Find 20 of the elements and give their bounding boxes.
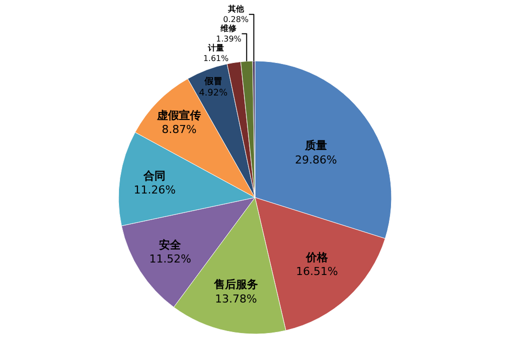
data-label: 1.61% xyxy=(203,54,230,63)
slice-label: 其他 xyxy=(226,4,245,14)
slice-label: 维修 xyxy=(220,24,238,34)
data-label: 11.26% xyxy=(134,184,176,197)
slice-label: 合同 xyxy=(142,169,166,182)
data-label: 0.28% xyxy=(223,15,249,24)
data-label: 29.86% xyxy=(294,153,337,166)
data-label: 8.87% xyxy=(162,123,197,136)
slice-label: 虚假宣传 xyxy=(156,108,202,122)
data-label: 1.39% xyxy=(216,34,242,44)
data-label: 4.92% xyxy=(198,88,228,99)
slice-label: 价格 xyxy=(304,250,329,264)
data-label: 13.78% xyxy=(214,292,257,306)
slice-label: 计量 xyxy=(206,43,224,52)
slice-label: 安全 xyxy=(159,238,182,252)
data-label: 16.51% xyxy=(296,265,338,278)
data-label: 11.52% xyxy=(149,252,192,266)
slice-label: 质量 xyxy=(304,139,327,152)
slice-label: 假冒 xyxy=(203,76,222,87)
slice-label: 售后服务 xyxy=(212,278,258,291)
